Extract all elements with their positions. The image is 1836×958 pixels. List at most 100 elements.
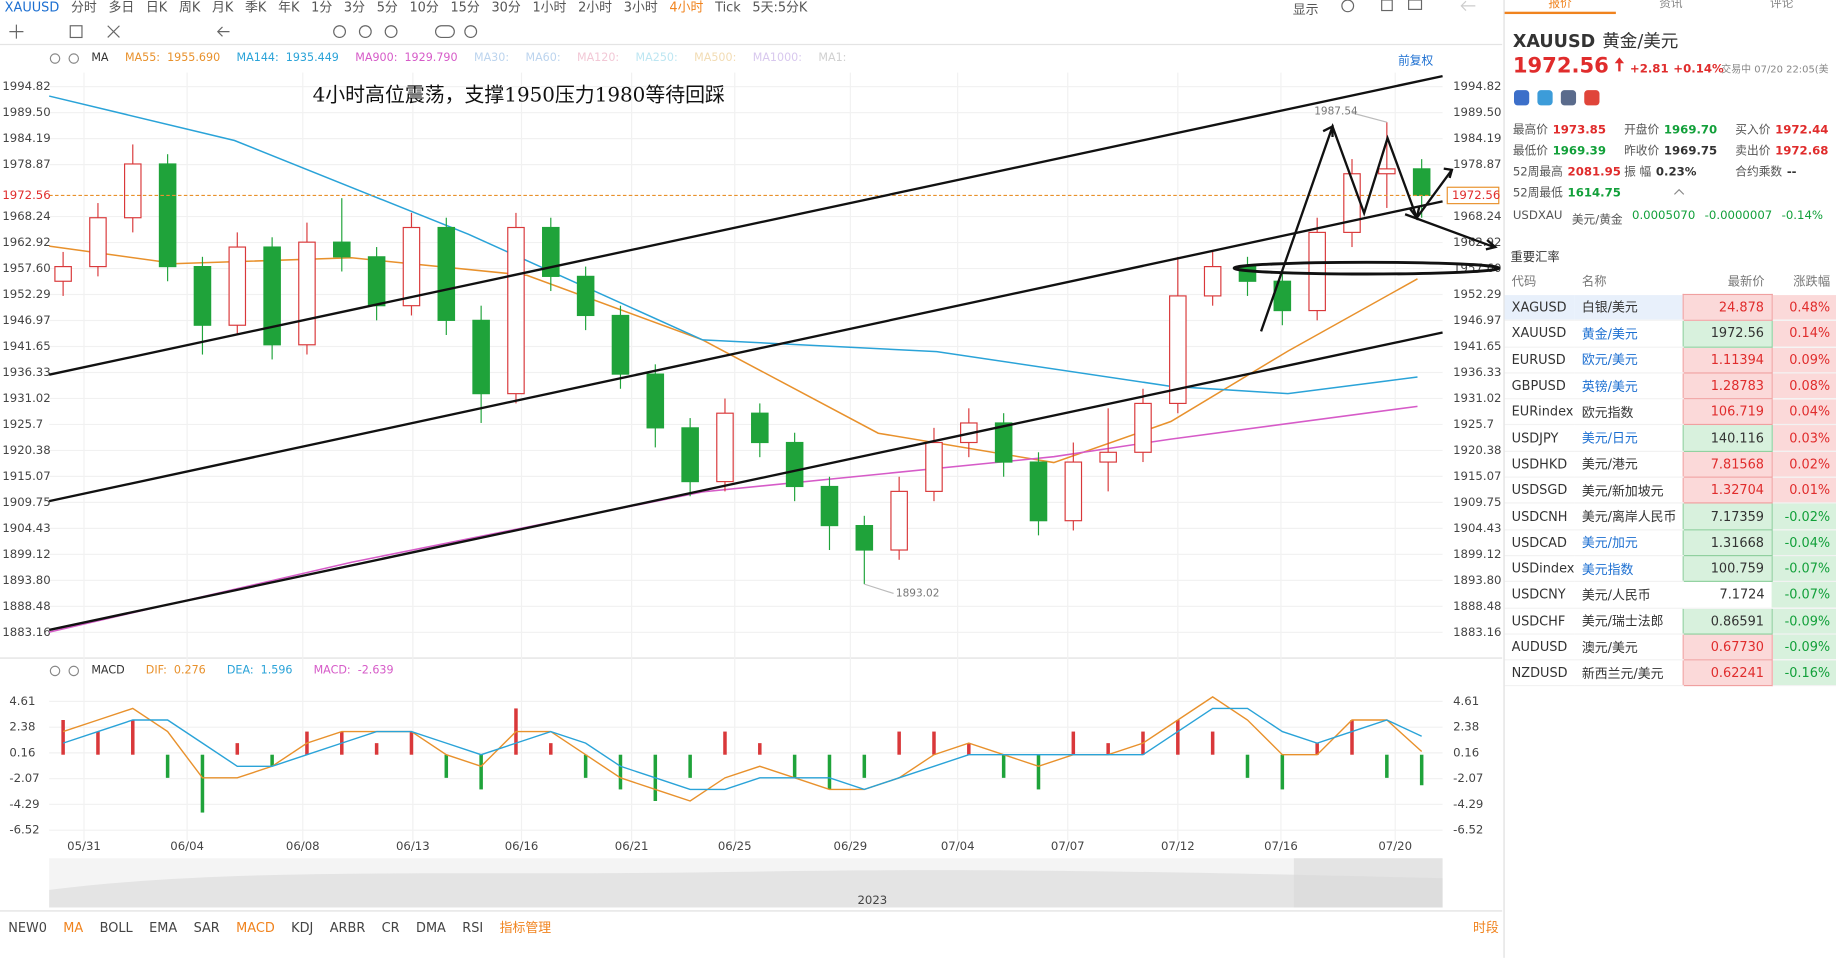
- cross-name: 美元/黄金: [1571, 214, 1623, 228]
- rate-row[interactable]: XAGUSD 白银/美元 24.878 0.48%: [1504, 293, 1836, 322]
- period-button[interactable]: 2小时: [578, 0, 613, 16]
- period-button[interactable]: 季K: [245, 0, 267, 16]
- y-tick-label: 1952.29: [1453, 287, 1501, 301]
- high-label: 1987.54: [1314, 106, 1358, 118]
- stat-value: 2081.95: [1567, 166, 1621, 180]
- drawing-tools[interactable]: [9, 0, 1476, 39]
- cross-code: USDXAU: [1512, 209, 1563, 223]
- undo-icon[interactable]: [1460, 0, 1476, 11]
- navigator-window[interactable]: [1293, 858, 1443, 908]
- close-icon[interactable]: [68, 665, 80, 677]
- tool-icon[interactable]: [107, 25, 120, 38]
- period-button[interactable]: 15分: [450, 0, 480, 16]
- rate-row[interactable]: USDCAD 美元/加元 1.31668 -0.04%: [1504, 528, 1836, 557]
- collapse-icon[interactable]: [1673, 187, 1685, 196]
- y-tick-label: 1883.16: [2, 625, 50, 639]
- icon[interactable]: [1513, 90, 1530, 106]
- legend-icons[interactable]: [49, 53, 84, 65]
- macd-tick-label: 4.61: [9, 694, 35, 708]
- period-button[interactable]: 日K: [145, 0, 168, 16]
- tab[interactable]: 评论: [1770, 0, 1794, 11]
- display-menu[interactable]: 显示: [1292, 2, 1319, 18]
- period-button[interactable]: 1分: [311, 0, 333, 16]
- indicator-button[interactable]: MACD: [236, 919, 275, 935]
- indicator-button[interactable]: SAR: [193, 919, 220, 935]
- indicator-button[interactable]: ARBR: [329, 919, 366, 935]
- y-tick-label: 1931.02: [1453, 391, 1501, 405]
- rate-row[interactable]: NZDUSD 新西兰元/美元 0.62241 -0.16%: [1504, 659, 1836, 687]
- period-button[interactable]: 分时: [70, 0, 97, 16]
- period-button[interactable]: 周K: [178, 0, 201, 16]
- macd-bar: [1315, 743, 1319, 755]
- tool-icon[interactable]: [434, 25, 455, 39]
- settings-icon[interactable]: [49, 53, 61, 64]
- tool-icon[interactable]: [358, 25, 372, 39]
- icon[interactable]: [1537, 90, 1553, 106]
- indicator-button[interactable]: DMA: [416, 919, 446, 935]
- camera-icon[interactable]: [1408, 0, 1423, 10]
- layout-icon[interactable]: [1381, 0, 1393, 12]
- settings-icon[interactable]: [49, 665, 61, 677]
- rate-row[interactable]: USDCHF 美元/瑞士法郎 0.86591 -0.09%: [1504, 607, 1836, 635]
- indicator-button[interactable]: KDJ: [291, 919, 314, 935]
- rate-row[interactable]: USDHKD 美元/港元 7.81568 0.02%: [1504, 450, 1836, 478]
- rate-row[interactable]: GBPUSD 英镑/美元 1.28783 0.08%: [1504, 372, 1836, 400]
- period-button[interactable]: 多日: [108, 0, 135, 16]
- arrow-line: [1404, 213, 1495, 249]
- tool-icon[interactable]: [464, 25, 478, 39]
- icon[interactable]: [1560, 90, 1577, 106]
- symbol[interactable]: XAUUSD: [4, 0, 60, 15]
- close-icon[interactable]: [68, 53, 80, 64]
- indicator-button[interactable]: EMA: [149, 919, 178, 935]
- indicator-button[interactable]: MA: [63, 919, 84, 935]
- candle-body: [402, 226, 421, 307]
- rate-row[interactable]: EURindex 欧元指数 106.719 0.04%: [1504, 398, 1836, 426]
- rate-row[interactable]: USDindex 美元指数 100.759 -0.07%: [1504, 554, 1836, 583]
- change: 0.03%: [1771, 425, 1836, 452]
- rate-row[interactable]: USDJPY 美元/日元 140.116 0.03%: [1504, 424, 1836, 452]
- settings-icon[interactable]: [1341, 0, 1355, 13]
- ma-line: [49, 95, 1418, 395]
- adjust-button[interactable]: 前复权: [1398, 55, 1434, 68]
- rate-row[interactable]: USDCNY 美元/人民币 7.1724 -0.07%: [1504, 581, 1836, 609]
- rate-row[interactable]: AUDUSD 澳元/美元 0.67730 -0.09%: [1504, 633, 1836, 661]
- period-button[interactable]: 30分: [491, 0, 521, 16]
- period-button[interactable]: 年K: [278, 0, 300, 16]
- name: 澳元/美元: [1574, 633, 1683, 661]
- stat-label: 最低价: [1512, 145, 1548, 159]
- period-button[interactable]: 5分: [376, 0, 398, 16]
- tool-icon[interactable]: [216, 26, 230, 37]
- macd-bar: [688, 754, 692, 778]
- rate-row[interactable]: XAUUSD 黄金/美元 1972.56 0.14%: [1504, 320, 1836, 348]
- rate-row[interactable]: USDSGD 美元/新加坡元 1.32704 0.01%: [1504, 476, 1836, 504]
- tool-icon[interactable]: [69, 25, 83, 39]
- legend-icons[interactable]: [49, 665, 84, 677]
- indicator-button[interactable]: NEW0: [8, 919, 47, 935]
- period-button[interactable]: 5天:5分K: [752, 0, 808, 16]
- tool-icon[interactable]: [9, 24, 24, 39]
- rate-row[interactable]: USDCNH 美元/离岸人民币 7.17359 -0.02%: [1504, 502, 1836, 531]
- period-button[interactable]: 4小时: [669, 0, 704, 16]
- period-button[interactable]: 月K: [212, 0, 234, 16]
- stat-label: 52周最高: [1512, 166, 1563, 180]
- rate-row[interactable]: EURUSD 欧元/美元 1.11394 0.09%: [1504, 346, 1836, 374]
- period-button[interactable]: Tick: [715, 0, 741, 15]
- period-button[interactable]: 3小时: [623, 0, 658, 16]
- tab[interactable]: 资讯: [1659, 0, 1683, 11]
- change: 0.09%: [1771, 346, 1836, 374]
- indicator-button[interactable]: BOLL: [99, 919, 133, 935]
- indicator-button[interactable]: 指标管理: [499, 920, 552, 936]
- indicator-button[interactable]: RSI: [462, 919, 484, 935]
- stat: 最高价 1973.85: [1513, 119, 1624, 137]
- tab[interactable]: 报价: [1504, 0, 1616, 15]
- period-button[interactable]: 1小时: [532, 0, 567, 16]
- name: 美元/港元: [1574, 451, 1683, 478]
- stat-label: 买入价: [1735, 124, 1771, 137]
- tool-icon[interactable]: [384, 25, 398, 39]
- period-button[interactable]: 3分: [343, 0, 365, 16]
- time-segment[interactable]: 时段: [1473, 920, 1499, 936]
- tool-icon[interactable]: [333, 25, 347, 39]
- period-button[interactable]: 10分: [409, 0, 439, 16]
- icon[interactable]: [1584, 90, 1600, 106]
- indicator-button[interactable]: CR: [381, 919, 400, 935]
